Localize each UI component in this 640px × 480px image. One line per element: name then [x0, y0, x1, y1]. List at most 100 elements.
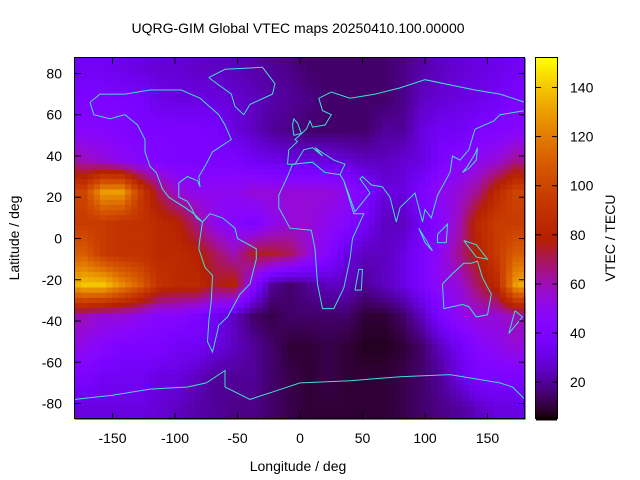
heatmap-cell: [418, 91, 426, 98]
heatmap-cell: [500, 220, 507, 227]
heatmap-cell: [356, 313, 364, 320]
heatmap-cell: [431, 287, 439, 294]
heatmap-cell: [350, 277, 357, 283]
heatmap-cell: [156, 277, 164, 283]
heatmap-cell: [475, 81, 482, 87]
heatmap-cell: [81, 65, 89, 72]
heatmap-cell: [93, 313, 101, 320]
heatmap-cell: [481, 81, 489, 87]
heatmap-cell: [137, 411, 145, 418]
heatmap-cell: [275, 390, 282, 397]
heatmap-cell: [375, 204, 382, 211]
heatmap-cell: [281, 364, 289, 371]
heatmap-cell: [312, 86, 320, 93]
heatmap-cell: [181, 308, 189, 314]
heatmap-cell: [268, 96, 276, 103]
heatmap-cell: [200, 60, 207, 67]
heatmap-cell: [406, 266, 414, 273]
heatmap-cell: [100, 323, 107, 330]
heatmap-cell: [287, 246, 295, 252]
heatmap-cell: [87, 364, 95, 371]
heatmap-cell: [443, 375, 451, 381]
heatmap-cell: [425, 400, 432, 407]
heatmap-cell: [443, 148, 451, 155]
heatmap-cell: [475, 199, 482, 206]
heatmap-cell: [493, 277, 501, 283]
heatmap-cell: [243, 179, 251, 185]
heatmap-cell: [131, 349, 139, 356]
heatmap-cell: [100, 390, 107, 397]
heatmap-cell: [131, 132, 139, 139]
heatmap-cell: [362, 230, 370, 237]
heatmap-cell: [337, 375, 345, 381]
heatmap-cell: [100, 148, 107, 155]
heatmap-cell: [487, 364, 495, 371]
heatmap-cell: [281, 272, 289, 278]
heatmap-cell: [437, 313, 445, 320]
heatmap-cell: [106, 199, 114, 206]
heatmap-cell: [106, 235, 114, 242]
heatmap-cell: [193, 272, 201, 278]
heatmap-cell: [318, 241, 326, 247]
heatmap-cell: [218, 101, 226, 108]
heatmap-cell: [400, 292, 407, 299]
heatmap-cell: [162, 313, 170, 320]
heatmap-cell: [443, 65, 451, 72]
heatmap-cell: [387, 390, 395, 397]
heatmap-cell: [175, 76, 182, 82]
heatmap-cell: [250, 199, 257, 206]
heatmap-cell: [212, 282, 220, 289]
heatmap-cell: [150, 359, 157, 366]
heatmap-cell: [425, 60, 432, 67]
heatmap-cell: [237, 215, 245, 222]
heatmap-cell: [125, 168, 132, 175]
heatmap-cell: [218, 390, 226, 397]
heatmap-cell: [450, 235, 457, 242]
heatmap-cell: [481, 261, 489, 268]
heatmap-cell: [118, 122, 126, 129]
heatmap-cell: [356, 204, 364, 211]
heatmap-cell: [193, 411, 201, 418]
heatmap-cell: [168, 400, 176, 407]
heatmap-cell: [381, 204, 389, 211]
heatmap-cell: [437, 241, 445, 247]
heatmap-cell: [187, 70, 195, 77]
heatmap-cell: [331, 158, 339, 165]
heatmap-cell: [387, 395, 395, 402]
heatmap-cell: [225, 272, 232, 278]
heatmap-cell: [412, 251, 420, 258]
heatmap-cell: [175, 349, 182, 356]
heatmap-cell: [431, 127, 439, 134]
heatmap-cell: [412, 60, 420, 67]
heatmap-cell: [87, 375, 95, 381]
heatmap-cell: [350, 364, 357, 371]
heatmap-cell: [325, 380, 332, 387]
heatmap-cells: [75, 58, 526, 420]
heatmap-cell: [243, 349, 251, 356]
heatmap-cell: [300, 58, 307, 62]
heatmap-cell: [362, 328, 370, 335]
heatmap-cell: [131, 153, 139, 160]
heatmap-cell: [518, 143, 526, 149]
heatmap-cell: [106, 215, 114, 222]
heatmap-cell: [362, 246, 370, 252]
heatmap-cell: [481, 101, 489, 108]
heatmap-cell: [412, 323, 420, 330]
heatmap-cell: [143, 117, 151, 124]
heatmap-cell: [181, 411, 189, 418]
heatmap-cell: [275, 117, 282, 124]
heatmap-cell: [337, 204, 345, 211]
heatmap-cell: [218, 354, 226, 361]
heatmap-cell: [87, 395, 95, 402]
heatmap-cell: [325, 112, 332, 118]
heatmap-cell: [387, 302, 395, 309]
heatmap-cell: [387, 230, 395, 237]
heatmap-cell: [400, 277, 407, 283]
heatmap-cell: [337, 282, 345, 289]
heatmap-cell: [462, 86, 470, 93]
heatmap-cell: [300, 112, 307, 118]
heatmap-cell: [475, 375, 482, 381]
heatmap-cell: [393, 70, 401, 77]
heatmap-cell: [162, 354, 170, 361]
heatmap-cell: [175, 65, 182, 72]
